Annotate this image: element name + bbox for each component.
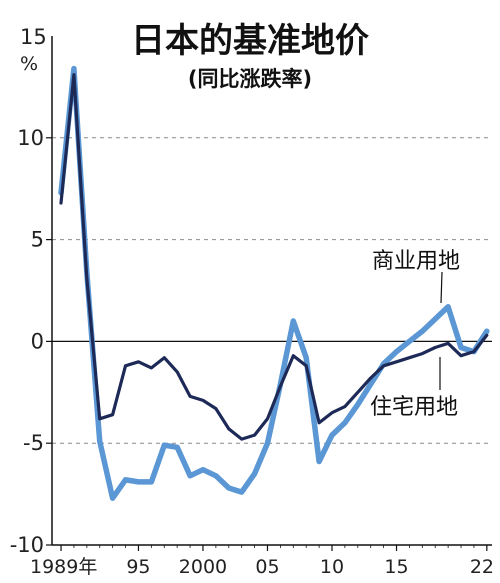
series-line-1	[59, 73, 489, 441]
x-tick-label-4: 10	[320, 556, 344, 578]
y-tick-label-4: -10	[10, 533, 44, 557]
series-label-residential: 住宅用地	[370, 395, 458, 420]
x-tick-label-5: 15	[384, 556, 408, 578]
x-tick-label-1: 95	[126, 556, 150, 578]
x-tick-label-3: 05	[255, 556, 279, 578]
chart-title: 日本的基准地价	[131, 21, 369, 61]
commercial-leader-line	[440, 271, 443, 304]
x-tick-label-2: 2000	[179, 556, 227, 578]
y-ticks: 10 5 0 -5 -10	[10, 126, 52, 557]
y-unit-label: %	[20, 53, 38, 75]
series-lines	[58, 65, 490, 501]
axes	[51, 36, 492, 546]
x-tick-label-6: 22	[470, 556, 494, 578]
y-tick-label-3: -5	[23, 431, 44, 455]
series-line-0	[58, 65, 490, 501]
x-tick-label-0: 1989年	[30, 556, 97, 578]
gridlines	[52, 137, 492, 444]
y-tick-label-top: 15	[20, 25, 47, 49]
y-tick-label-1: 5	[31, 228, 44, 252]
y-tick-label-0: 10	[17, 126, 44, 150]
y-tick-label-2: 0	[31, 329, 44, 353]
x-ticks: 1989年 95 2000 05 10 15 22	[30, 545, 494, 578]
chart-subtitle: (同比涨跌率)	[188, 67, 312, 91]
series-label-commercial: 商业用地	[372, 249, 460, 274]
